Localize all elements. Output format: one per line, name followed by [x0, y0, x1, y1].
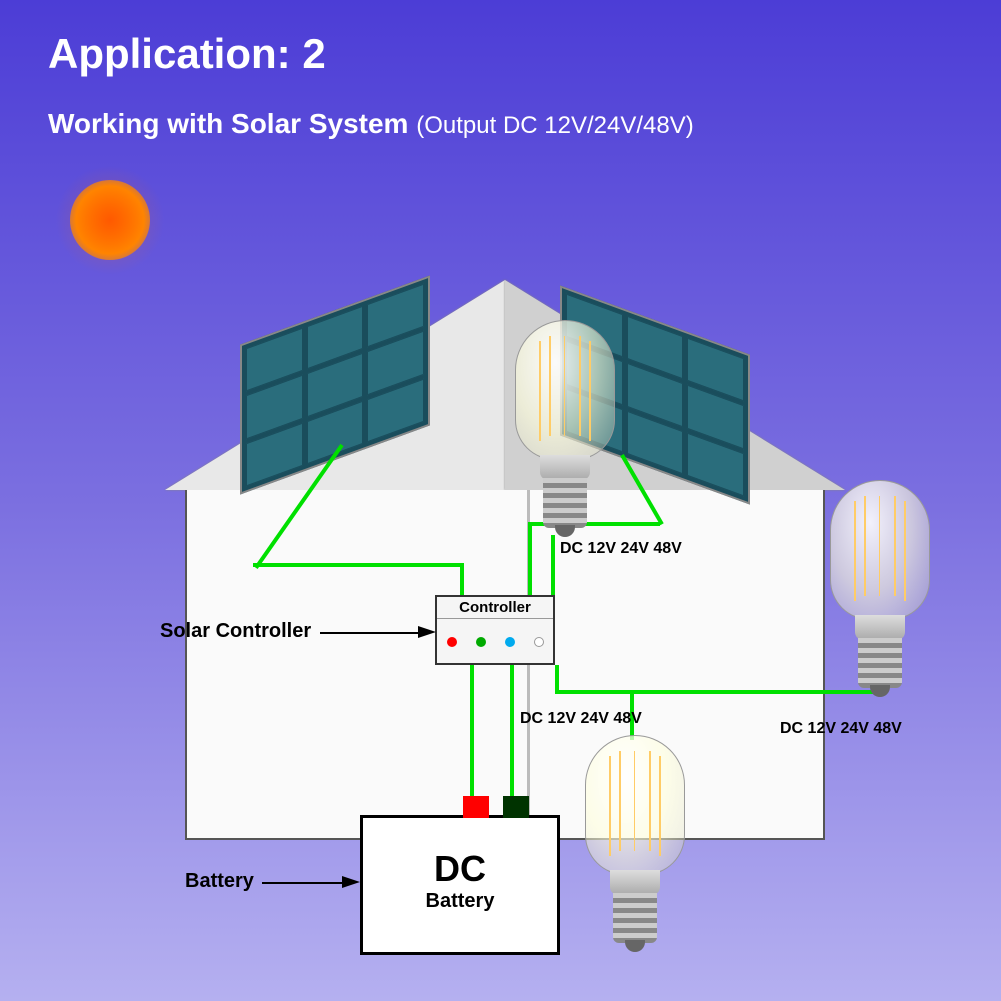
- arrow-icon: [342, 876, 360, 888]
- bulb-3: [575, 735, 695, 975]
- sun-icon: [70, 180, 150, 260]
- battery: DC Battery: [360, 815, 560, 955]
- bulb-1: [505, 320, 625, 560]
- arrow-line: [262, 882, 344, 884]
- controller-terminals: [437, 619, 553, 647]
- battery-post-pos: [463, 796, 489, 818]
- controller-label: Controller: [437, 597, 553, 619]
- bulb-1-label: DC 12V 24V 48V: [560, 540, 682, 558]
- bulb-2: [820, 480, 940, 720]
- arrow-line: [320, 632, 420, 634]
- bulb-3-label: DC 12V 24V 48V: [520, 710, 642, 728]
- subtitle-detail: (Output DC 12V/24V/48V): [416, 112, 693, 139]
- solar-controller: Controller: [435, 595, 555, 665]
- wire: [460, 563, 464, 598]
- battery-post-neg: [503, 796, 529, 818]
- wire: [253, 563, 463, 567]
- battery-dc-label: DC: [363, 848, 557, 890]
- battery-sub-label: Battery: [363, 890, 557, 913]
- solar-controller-annotation: Solar Controller: [160, 620, 311, 643]
- app-subtitle: Working with Solar System (Output DC 12V…: [48, 108, 694, 140]
- battery-annotation: Battery: [185, 870, 254, 893]
- arrow-icon: [418, 626, 436, 638]
- wire: [470, 665, 474, 800]
- subtitle-main: Working with Solar System: [48, 108, 408, 139]
- battery-text: DC Battery: [363, 818, 557, 913]
- app-title: Application: 2: [48, 30, 326, 78]
- wire: [555, 665, 559, 694]
- wire: [510, 665, 514, 800]
- bulb-2-label: DC 12V 24V 48V: [780, 720, 902, 738]
